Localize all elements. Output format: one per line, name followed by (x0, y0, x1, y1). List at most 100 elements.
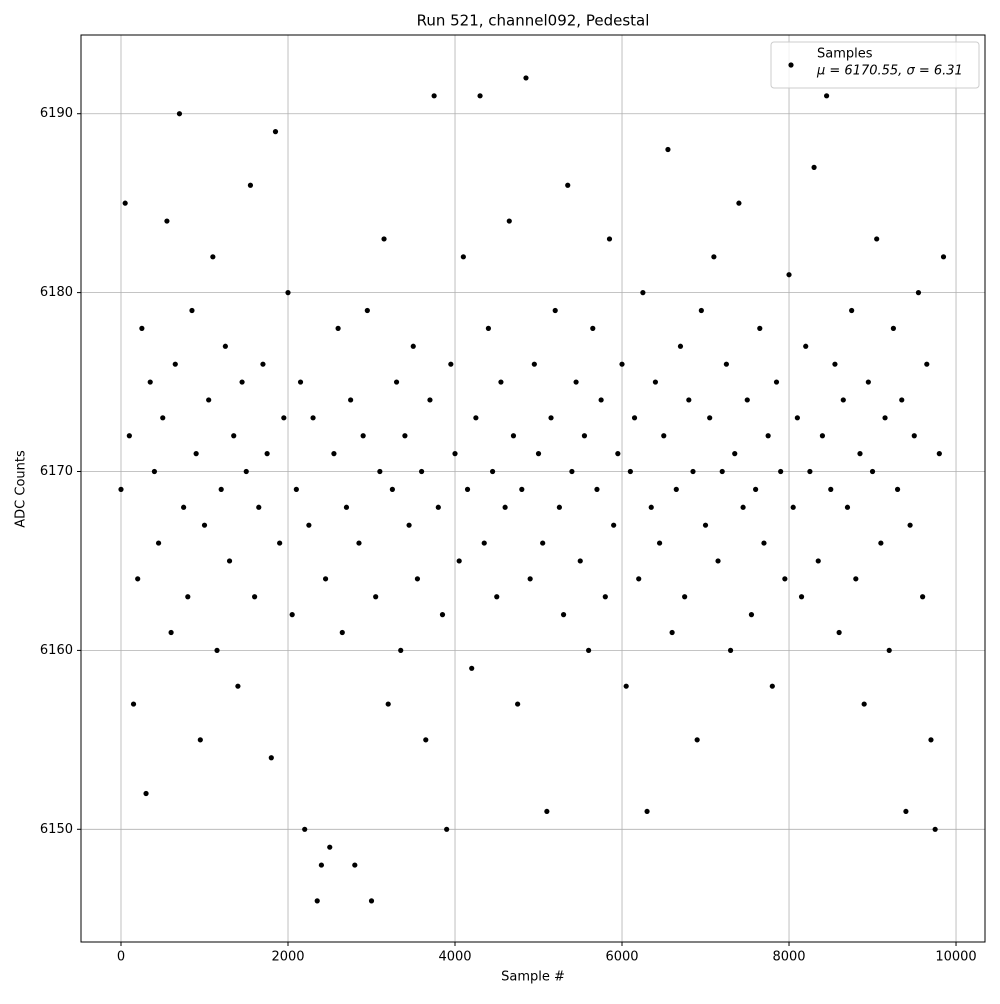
x-tick-label: 4000 (438, 950, 471, 965)
point (406, 522, 412, 528)
point (314, 898, 320, 904)
point (485, 325, 492, 331)
point (627, 468, 633, 475)
point (640, 290, 646, 296)
point (143, 790, 149, 797)
point (368, 898, 375, 904)
point (920, 594, 926, 600)
point (439, 612, 446, 618)
point (318, 862, 325, 868)
point (373, 594, 379, 600)
point (506, 218, 512, 224)
point (419, 468, 425, 475)
point (869, 468, 876, 475)
point (431, 93, 437, 99)
point (732, 451, 738, 457)
x-tick-label: 2000 (271, 950, 304, 965)
point (477, 93, 483, 99)
point (648, 504, 654, 510)
point (272, 129, 279, 135)
point (185, 594, 191, 600)
point (644, 808, 650, 815)
point (130, 701, 137, 707)
point (924, 361, 930, 367)
point (586, 647, 592, 654)
point (160, 415, 166, 421)
point (222, 343, 228, 349)
point (247, 182, 254, 188)
point (306, 522, 312, 528)
point (444, 826, 450, 832)
point (339, 629, 345, 636)
point (828, 486, 834, 492)
point (682, 594, 688, 600)
point (740, 504, 746, 510)
point (669, 629, 675, 636)
point (385, 701, 391, 707)
point (636, 576, 642, 582)
point (890, 325, 896, 331)
point (398, 647, 404, 654)
point (686, 397, 692, 403)
y-tick-label: 6170 (40, 464, 73, 479)
point (853, 576, 859, 582)
point (598, 397, 604, 403)
legend-stats: μ = 6170.55, σ = 6.31 (816, 64, 963, 79)
point (548, 415, 554, 421)
point (469, 665, 475, 671)
point (502, 504, 508, 510)
point (210, 254, 216, 260)
point (840, 397, 846, 403)
point (786, 272, 792, 278)
point (327, 844, 333, 850)
point (510, 433, 517, 439)
point (481, 540, 487, 546)
point (297, 379, 304, 385)
point (494, 594, 500, 600)
point (823, 93, 830, 99)
point (702, 522, 709, 528)
point (807, 468, 813, 475)
point (748, 612, 755, 618)
point (201, 522, 208, 528)
point (606, 236, 613, 242)
point (540, 540, 546, 546)
point (122, 200, 128, 206)
point (656, 540, 663, 546)
point (452, 451, 458, 457)
point (389, 486, 395, 492)
point (364, 307, 370, 314)
point (381, 236, 387, 242)
point (335, 325, 341, 331)
legend: Samples μ = 6170.55, σ = 6.31 (770, 41, 980, 89)
point (936, 451, 942, 457)
point (343, 504, 350, 510)
point (727, 647, 734, 654)
point (172, 361, 178, 367)
point (256, 504, 262, 510)
legend-marker (788, 62, 794, 68)
point (677, 343, 684, 349)
y-tick-label: 6180 (40, 285, 73, 300)
point (139, 325, 145, 331)
point (631, 415, 638, 421)
point (360, 433, 366, 439)
point (865, 379, 871, 385)
point (151, 468, 157, 475)
point (611, 522, 617, 528)
point (544, 808, 550, 815)
point (193, 451, 199, 457)
point (928, 737, 934, 743)
point (736, 200, 742, 206)
point (285, 290, 291, 296)
point (773, 379, 780, 385)
point (214, 647, 220, 654)
point (761, 540, 767, 546)
point (573, 379, 579, 385)
point (118, 486, 124, 492)
point (565, 182, 571, 188)
point (849, 307, 855, 314)
point (393, 379, 400, 385)
y-axis-label: ADC Counts (14, 450, 29, 528)
